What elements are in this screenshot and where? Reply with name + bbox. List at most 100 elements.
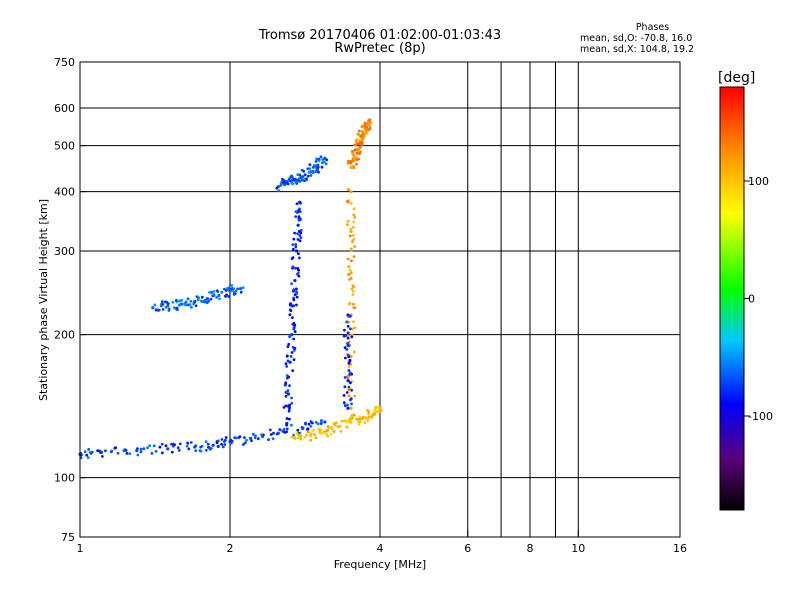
data-point xyxy=(323,430,327,434)
data-point xyxy=(347,362,351,365)
data-point xyxy=(309,174,313,177)
data-point xyxy=(243,441,247,445)
data-point xyxy=(310,432,313,435)
data-point xyxy=(290,396,293,400)
data-point xyxy=(298,229,301,233)
data-point xyxy=(301,426,305,430)
data-point xyxy=(282,182,285,185)
data-point xyxy=(291,182,295,186)
data-point xyxy=(342,334,346,338)
data-point xyxy=(367,409,370,413)
data-point xyxy=(224,436,228,439)
data-point xyxy=(154,450,158,453)
data-point xyxy=(349,190,353,194)
y-tick-label: 300 xyxy=(54,245,75,258)
data-point xyxy=(275,186,279,190)
data-point xyxy=(353,306,357,310)
data-point xyxy=(355,138,359,142)
data-point xyxy=(290,282,293,286)
data-point xyxy=(284,391,288,394)
data-point xyxy=(128,452,132,455)
colorbar xyxy=(719,86,745,511)
data-point xyxy=(352,413,356,417)
data-point xyxy=(283,431,287,434)
data-point xyxy=(166,302,170,305)
data-point xyxy=(287,342,291,346)
data-point xyxy=(325,432,328,436)
data-point xyxy=(286,389,290,392)
data-point xyxy=(377,410,381,414)
data-point xyxy=(299,236,303,240)
data-point xyxy=(312,164,316,167)
data-point xyxy=(299,437,303,441)
data-point xyxy=(122,449,126,453)
data-point xyxy=(320,165,324,169)
data-point xyxy=(317,159,321,163)
data-point xyxy=(125,452,129,455)
data-point xyxy=(349,271,353,275)
data-point xyxy=(239,290,243,294)
data-point xyxy=(324,162,328,166)
data-point xyxy=(250,439,253,443)
data-point xyxy=(294,180,298,184)
data-point xyxy=(352,320,355,324)
data-point xyxy=(343,404,347,407)
data-point xyxy=(295,202,299,206)
data-point xyxy=(352,166,356,170)
data-point xyxy=(294,243,298,246)
data-point xyxy=(290,174,294,178)
data-point xyxy=(345,391,349,394)
data-point xyxy=(227,295,231,298)
data-point xyxy=(136,447,139,450)
data-point xyxy=(298,200,302,204)
data-point xyxy=(285,354,289,358)
data-point xyxy=(220,290,224,294)
data-point xyxy=(350,259,353,263)
data-point xyxy=(340,419,344,423)
data-point xyxy=(338,424,342,428)
data-point xyxy=(347,159,350,163)
data-point xyxy=(311,429,315,432)
data-point xyxy=(350,416,354,420)
data-point xyxy=(361,133,365,136)
data-point xyxy=(323,156,327,161)
data-point xyxy=(314,436,318,439)
data-point xyxy=(348,371,352,375)
data-point xyxy=(319,155,323,159)
data-point xyxy=(148,444,152,448)
data-point xyxy=(190,305,193,309)
data-point xyxy=(352,238,356,241)
data-point xyxy=(297,252,300,256)
data-point xyxy=(353,326,357,330)
data-point xyxy=(223,443,227,446)
data-point xyxy=(291,256,295,259)
colorbar-label: [deg] xyxy=(718,70,756,86)
data-point xyxy=(313,433,317,436)
data-point xyxy=(173,306,176,310)
y-axis-label: Stationary phase Virtual Height [km] xyxy=(37,199,50,401)
data-point xyxy=(180,298,184,302)
data-point xyxy=(206,442,210,446)
data-point xyxy=(194,449,198,452)
data-point xyxy=(211,443,215,447)
data-point xyxy=(372,410,376,414)
data-point xyxy=(290,351,294,354)
data-point xyxy=(152,444,156,448)
data-point xyxy=(291,265,295,269)
data-point xyxy=(296,223,300,227)
data-point xyxy=(230,439,234,443)
data-point xyxy=(367,120,371,124)
data-point xyxy=(293,231,296,235)
data-point xyxy=(278,428,282,432)
data-point xyxy=(352,213,356,217)
data-point xyxy=(245,438,248,442)
y-tick-label: 750 xyxy=(54,56,75,69)
data-point xyxy=(186,441,190,445)
data-point xyxy=(294,266,297,270)
data-point xyxy=(294,245,298,249)
data-point xyxy=(350,164,354,168)
data-point xyxy=(348,420,352,424)
data-point xyxy=(200,295,204,299)
data-point xyxy=(326,434,330,438)
